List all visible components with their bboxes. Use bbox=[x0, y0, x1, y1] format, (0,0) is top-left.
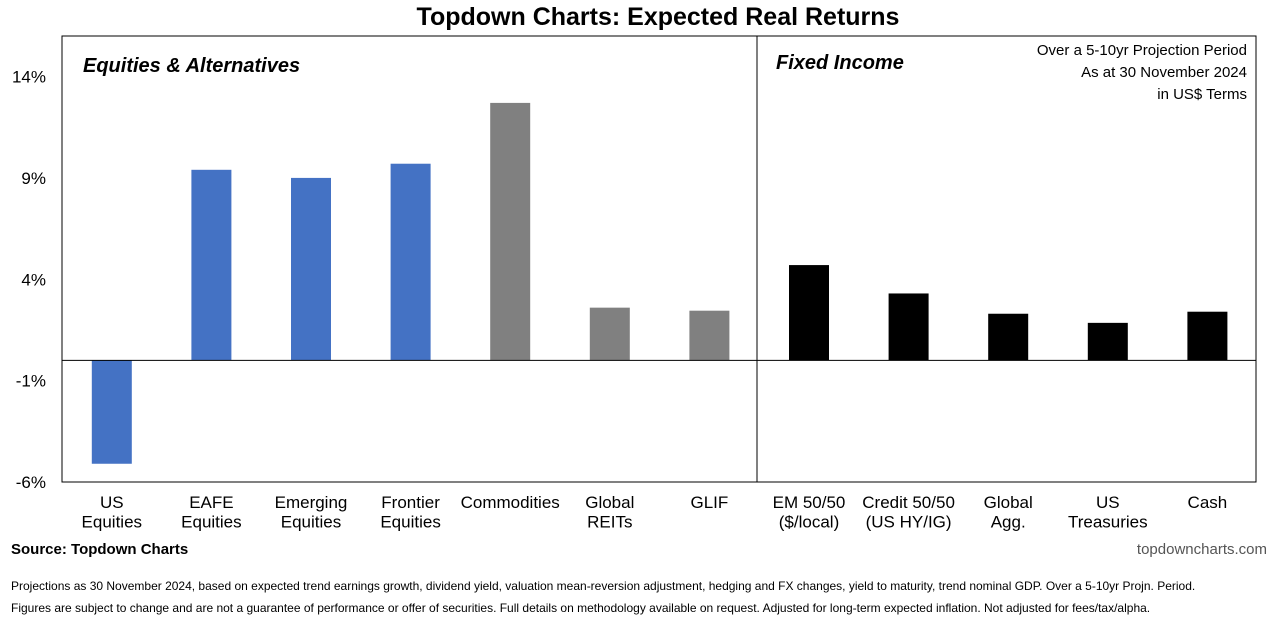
x-category-label: Global bbox=[984, 493, 1033, 512]
x-category-label: US bbox=[100, 493, 124, 512]
bar-cash bbox=[1187, 311, 1228, 361]
x-category-label: REITs bbox=[587, 513, 632, 532]
bar-em-50-50-local bbox=[789, 265, 829, 361]
chart-title: Topdown Charts: Expected Real Returns bbox=[416, 3, 900, 31]
bar-glif bbox=[689, 310, 730, 361]
x-category-label: Cash bbox=[1188, 493, 1228, 512]
x-category-label: Equities bbox=[181, 513, 241, 532]
x-category-label: Frontier bbox=[381, 493, 440, 512]
x-category-label: Equities bbox=[82, 513, 142, 532]
x-category-label: Equities bbox=[281, 513, 341, 532]
x-category-label: Treasuries bbox=[1068, 513, 1148, 532]
bar-emerging-equities bbox=[291, 177, 331, 361]
disclaimer-line-1: Projections as 30 November 2024, based o… bbox=[11, 579, 1196, 593]
x-category-label: US bbox=[1096, 493, 1120, 512]
website-label: topdowncharts.com bbox=[1136, 541, 1267, 558]
x-category-label: EM 50/50 bbox=[773, 493, 846, 512]
bar-us-treasuries bbox=[1087, 322, 1128, 361]
x-category-label: Equities bbox=[380, 513, 440, 532]
bar-credit-50-50-us-hy-ig bbox=[888, 293, 929, 361]
panel-title-equities: Equities & Alternatives bbox=[83, 55, 300, 77]
projection-note-line: As at 30 November 2024 bbox=[1081, 64, 1247, 81]
plot-frame bbox=[61, 35, 1257, 483]
bar-global-reits bbox=[589, 307, 630, 361]
x-category-label: Credit 50/50 bbox=[862, 493, 955, 512]
x-category-label: GLIF bbox=[691, 493, 729, 512]
x-category-label: EAFE bbox=[189, 493, 233, 512]
bar-frontier-equities bbox=[390, 163, 431, 361]
x-category-label: Agg. bbox=[991, 513, 1026, 532]
y-tick-label: 9% bbox=[21, 169, 46, 188]
chart-area: -6%-1%4%9%14%USEquitiesEAFEEquitiesEmerg… bbox=[12, 35, 1257, 532]
x-category-label: Commodities bbox=[461, 493, 560, 512]
projection-note-line: Over a 5-10yr Projection Period bbox=[1037, 42, 1247, 59]
bar-us-equities bbox=[91, 360, 132, 464]
x-category-label: Emerging bbox=[275, 493, 348, 512]
bar-global-agg bbox=[988, 313, 1029, 361]
y-tick-label: -1% bbox=[16, 372, 46, 391]
y-tick-label: 4% bbox=[21, 270, 46, 289]
y-tick-label: 14% bbox=[12, 68, 46, 87]
y-tick-label: -6% bbox=[16, 473, 46, 492]
x-category-label: Global bbox=[585, 493, 634, 512]
source-label: Source: Topdown Charts bbox=[11, 541, 189, 558]
panel-title-fixed-income: Fixed Income bbox=[776, 52, 904, 74]
x-category-label: (US HY/IG) bbox=[866, 513, 952, 532]
bar-eafe-equities bbox=[191, 169, 232, 361]
projection-note-line: in US$ Terms bbox=[1157, 86, 1247, 103]
x-category-label: ($/local) bbox=[779, 513, 839, 532]
disclaimer-line-2: Figures are subject to change and are no… bbox=[11, 601, 1151, 615]
bar-commodities bbox=[490, 102, 531, 361]
